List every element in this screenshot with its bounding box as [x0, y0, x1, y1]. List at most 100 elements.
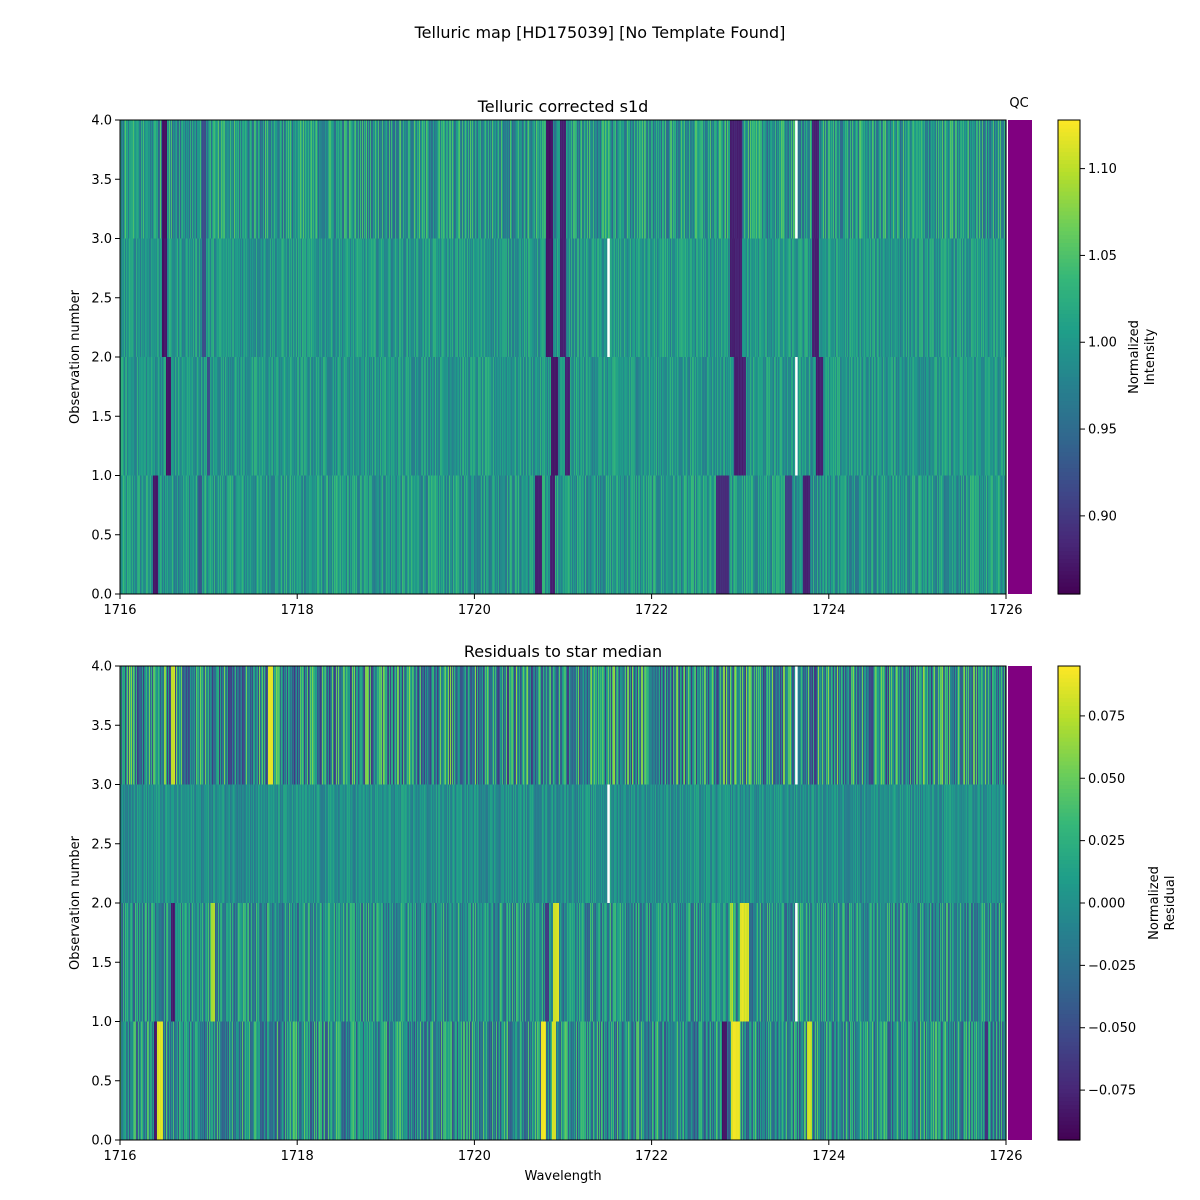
heatmap-cell	[372, 357, 374, 476]
heatmap-cell	[301, 357, 303, 476]
heatmap-cell	[678, 238, 680, 357]
heatmap-cell	[248, 475, 250, 594]
heatmap-cell	[703, 1021, 705, 1140]
heatmap-cell	[446, 903, 448, 1022]
heatmap-cell	[306, 238, 308, 357]
heatmap-cell	[709, 357, 711, 476]
heatmap-cell	[590, 357, 592, 476]
heatmap-cell	[803, 120, 805, 239]
heatmap-cell	[879, 475, 881, 594]
heatmap-cell	[945, 357, 947, 476]
colorbar-step	[1058, 151, 1080, 157]
heatmap-cell	[174, 238, 176, 357]
heatmap-cell	[616, 1021, 618, 1140]
heatmap-cell	[651, 120, 653, 239]
heatmap-cell	[503, 903, 505, 1022]
heatmap-cell	[443, 357, 445, 476]
heatmap-cell	[879, 120, 881, 239]
heatmap-cell	[401, 475, 403, 594]
heatmap-cell	[357, 238, 359, 357]
heatmap-cell	[270, 1021, 272, 1140]
heatmap-cell	[421, 1021, 423, 1140]
heatmap-cell	[494, 357, 496, 476]
heatmap-cell	[707, 475, 709, 594]
heatmap-cell	[684, 120, 686, 239]
heatmap-cell	[649, 120, 651, 239]
heatmap-cell	[1000, 238, 1002, 357]
heatmap-cell	[997, 357, 999, 476]
heatmap-cell	[344, 475, 346, 594]
heatmap-cell	[217, 357, 219, 476]
heatmap-cell	[388, 1021, 390, 1140]
heatmap-cell	[730, 357, 732, 476]
heatmap-cell	[203, 238, 205, 357]
heatmap-cell	[537, 357, 539, 476]
heatmap-cell	[181, 1021, 183, 1140]
heatmap-cell	[702, 120, 704, 239]
heatmap-cell	[855, 1021, 857, 1140]
heatmap-cell	[837, 1021, 839, 1140]
heatmap-cell	[983, 1021, 985, 1140]
heatmap-cell	[445, 475, 447, 594]
heatmap-cell	[847, 120, 849, 239]
heatmap-cell	[541, 357, 543, 476]
heatmap-cell	[312, 475, 314, 594]
heatmap-cell	[359, 120, 361, 239]
heatmap-cell	[355, 357, 357, 476]
heatmap-cell	[130, 120, 132, 239]
heatmap-cell	[505, 1021, 507, 1140]
heatmap-cell	[426, 238, 428, 357]
heatmap-cell	[311, 120, 313, 239]
heatmap-cell	[576, 1021, 578, 1140]
heatmap-cell	[159, 120, 161, 239]
heatmap-cell	[953, 357, 955, 476]
heatmap-cell	[262, 475, 264, 594]
heatmap-cell	[302, 357, 304, 476]
heatmap-cell	[692, 238, 694, 357]
heatmap-cell	[820, 475, 822, 594]
heatmap-cell	[925, 357, 927, 476]
heatmap-cell	[729, 475, 731, 594]
heatmap-cell	[451, 1021, 453, 1140]
heatmap-cell	[984, 1021, 986, 1140]
heatmap-cell	[904, 120, 906, 239]
heatmap-cell	[422, 357, 424, 476]
heatmap-cell	[760, 120, 762, 239]
heatmap-cell	[815, 1021, 817, 1140]
heatmap-cell	[593, 1021, 595, 1140]
heatmap-cell	[343, 120, 345, 239]
heatmap-cell	[332, 357, 334, 476]
heatmap-cell	[255, 1021, 257, 1140]
heatmap-cell	[248, 1021, 250, 1140]
heatmap-cell	[825, 238, 827, 357]
heatmap-cell	[325, 903, 327, 1022]
heatmap-cell	[431, 120, 433, 239]
heatmap-cell	[968, 1021, 970, 1140]
heatmap-cell	[535, 120, 537, 239]
heatmap-cell	[298, 120, 300, 239]
heatmap-cell	[629, 1021, 631, 1140]
heatmap-cell	[339, 238, 341, 357]
heatmap-cell	[437, 475, 439, 594]
heatmap-cell	[603, 475, 605, 594]
heatmap-cell	[982, 475, 984, 594]
heatmap-cell	[554, 357, 556, 476]
colorbar-step	[1058, 353, 1080, 358]
heatmap-cell	[628, 475, 630, 594]
heatmap-cell	[814, 238, 816, 357]
heatmap-cell	[300, 238, 302, 357]
heatmap-cell	[369, 903, 371, 1022]
heatmap-cell	[433, 120, 435, 239]
heatmap-cell	[124, 120, 126, 239]
heatmap-cell	[425, 903, 427, 1022]
heatmap-cell	[204, 357, 206, 476]
heatmap-cell	[188, 1021, 190, 1140]
heatmap-cell	[380, 238, 382, 357]
heatmap-cell	[264, 903, 266, 1022]
heatmap-cell	[403, 238, 405, 357]
heatmap-cell	[552, 1021, 554, 1140]
heatmap-cell	[920, 120, 922, 239]
heatmap-cell	[260, 120, 262, 239]
heatmap-cell	[353, 1021, 355, 1140]
heatmap-cell	[986, 120, 988, 239]
